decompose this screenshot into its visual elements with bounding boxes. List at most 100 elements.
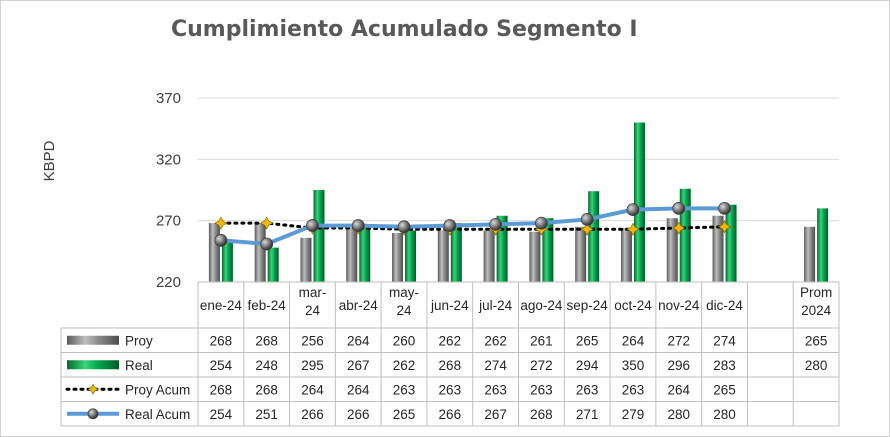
data-label-proy-acum-may-24: 263 — [393, 382, 416, 397]
data-label-real-nov-24: 296 — [667, 358, 690, 373]
data-label-proy-nov-24: 272 — [667, 333, 690, 348]
point-proy-acum-dic-24 — [717, 220, 732, 234]
gridlines — [198, 97, 839, 283]
data-label-real-acum-may-24: 265 — [393, 407, 416, 422]
x-tick-label-may-24-0: may- — [389, 285, 419, 300]
bar-proy-jun-24 — [437, 230, 449, 282]
bar-real-ene-24 — [221, 240, 233, 282]
data-label-real-acum-jun-24: 266 — [439, 407, 462, 422]
data-label-real-jul-24: 274 — [484, 358, 507, 373]
x-tick-label-abr-24: abr-24 — [339, 298, 379, 313]
data-label-proy-acum-ago-24: 263 — [530, 382, 553, 397]
data-label-real-sep-24: 294 — [576, 358, 599, 373]
x-tick-label-nov-24: nov-24 — [658, 298, 700, 313]
data-label-real-acum-feb-24: 251 — [255, 407, 278, 422]
bars — [208, 122, 829, 283]
x-tick-label-mar-24-1: 24 — [305, 303, 321, 318]
x-tick-label-prom-2024-1: 2024 — [801, 303, 832, 318]
x-tick-label-jul-24: jul-24 — [478, 298, 513, 313]
data-label-proy-acum-nov-24: 264 — [667, 382, 690, 397]
bar-real-jul-24 — [496, 215, 508, 282]
bar-real-prom-2024 — [817, 208, 829, 282]
point-proy-acum-feb-24 — [260, 216, 274, 230]
data-label-real-acum-nov-24: 280 — [667, 407, 690, 422]
bar-proy-mar-24 — [300, 237, 312, 282]
y-tick-320: 320 — [156, 151, 181, 168]
point-real-acum-mar-24 — [306, 219, 319, 232]
point-proy-acum-oct-24 — [626, 222, 640, 236]
data-label-proy-acum-oct-24: 263 — [622, 382, 645, 397]
bar-proy-ene-24 — [208, 223, 220, 282]
x-tick-label-feb-24: feb-24 — [248, 298, 287, 313]
bar-real-mar-24 — [313, 190, 325, 282]
data-label-real-oct-24: 350 — [622, 358, 645, 373]
data-label-real-acum-jul-24: 267 — [484, 407, 507, 422]
data-label-proy-acum-sep-24: 263 — [576, 382, 599, 397]
x-tick-label-ene-24: ene-24 — [200, 298, 243, 313]
bar-real-ago-24 — [542, 218, 554, 282]
line-real-acum — [220, 206, 725, 246]
data-table: ene-24 feb-24 mar- 24 abr-24 may- 24 jun-24 jul-… — [60, 281, 840, 427]
bar-real-oct-24 — [633, 122, 645, 283]
data-label-real-acum-abr-24: 266 — [347, 407, 370, 422]
data-label-proy-sep-24: 265 — [576, 333, 599, 348]
data-label-proy-abr-24: 264 — [347, 333, 370, 348]
x-tick-label-mar-24-0: mar- — [299, 285, 327, 300]
y-tick-220: 220 — [156, 274, 181, 291]
legend-label-real-acum: Real Acum — [125, 407, 190, 422]
legend-label-proy: Proy — [125, 333, 153, 348]
y-tick-270: 270 — [156, 213, 181, 230]
data-label-real-mar-24: 295 — [301, 358, 324, 373]
data-label-real-feb-24: 248 — [255, 358, 278, 373]
bar-real-may-24 — [405, 230, 417, 282]
data-label-real-ene-24: 254 — [210, 358, 233, 373]
legend-key-real — [67, 360, 119, 370]
point-real-acum-dic-24 — [718, 201, 731, 215]
point-real-acum-nov-24 — [672, 201, 686, 215]
y-axis-ticks: 220 270 320 370 — [156, 90, 181, 291]
data-label-real-abr-24: 267 — [347, 358, 370, 373]
data-label-proy-may-24: 260 — [393, 333, 416, 348]
x-tick-label-jun-24: jun-24 — [430, 298, 469, 313]
y-axis-label: KBPD — [41, 140, 58, 181]
bar-real-dic-24 — [725, 204, 737, 282]
bar-proy-jul-24 — [483, 230, 495, 282]
legend-marker-real-acum — [87, 408, 99, 420]
x-tick-label-dic-24: dic-24 — [706, 298, 743, 313]
data-label-proy-acum-jul-24: 263 — [484, 382, 507, 397]
x-tick-label-sep-24: sep-24 — [567, 298, 609, 313]
bar-proy-ago-24 — [529, 231, 541, 282]
point-proy-acum-nov-24 — [672, 221, 686, 235]
data-label-proy-acum-feb-24: 268 — [255, 382, 278, 397]
point-proy-acum-ene-24 — [214, 216, 228, 230]
point-real-acum-oct-24 — [626, 203, 640, 217]
bar-real-jun-24 — [450, 223, 462, 282]
bar-proy-feb-24 — [254, 223, 266, 282]
bar-real-sep-24 — [588, 191, 600, 282]
bar-proy-abr-24 — [346, 228, 358, 282]
data-label-real-acum-ago-24: 268 — [530, 407, 553, 422]
bar-proy-nov-24 — [666, 218, 678, 282]
data-label-real-acum-ene-24: 254 — [210, 407, 233, 422]
data-label-proy-acum-abr-24: 264 — [347, 382, 370, 397]
legend-label-real: Real — [125, 358, 153, 373]
data-label-real-acum-oct-24: 279 — [622, 407, 645, 422]
legend-label-proy-acum: Proy Acum — [125, 382, 190, 397]
bar-real-nov-24 — [679, 188, 691, 282]
data-label-proy-mar-24: 256 — [301, 333, 324, 348]
data-label-proy-jul-24: 262 — [484, 333, 507, 348]
data-label-real-prom-2024: 280 — [805, 358, 828, 373]
point-real-acum-sep-24 — [580, 213, 594, 226]
data-label-proy-acum-dic-24: 265 — [713, 382, 736, 397]
data-label-real-dic-24: 283 — [713, 358, 736, 373]
x-tick-label-ago-24: ago-24 — [520, 298, 563, 313]
chart-title: Cumplimiento Acumulado Segmento I — [171, 17, 638, 42]
data-label-proy-oct-24: 264 — [622, 333, 645, 348]
point-proy-acum-sep-24 — [580, 222, 594, 236]
point-real-acum-ene-24 — [214, 233, 228, 247]
point-real-acum-jul-24 — [489, 217, 503, 231]
legend-marker-proy-acum — [87, 383, 99, 395]
data-label-proy-ago-24: 261 — [530, 333, 553, 348]
